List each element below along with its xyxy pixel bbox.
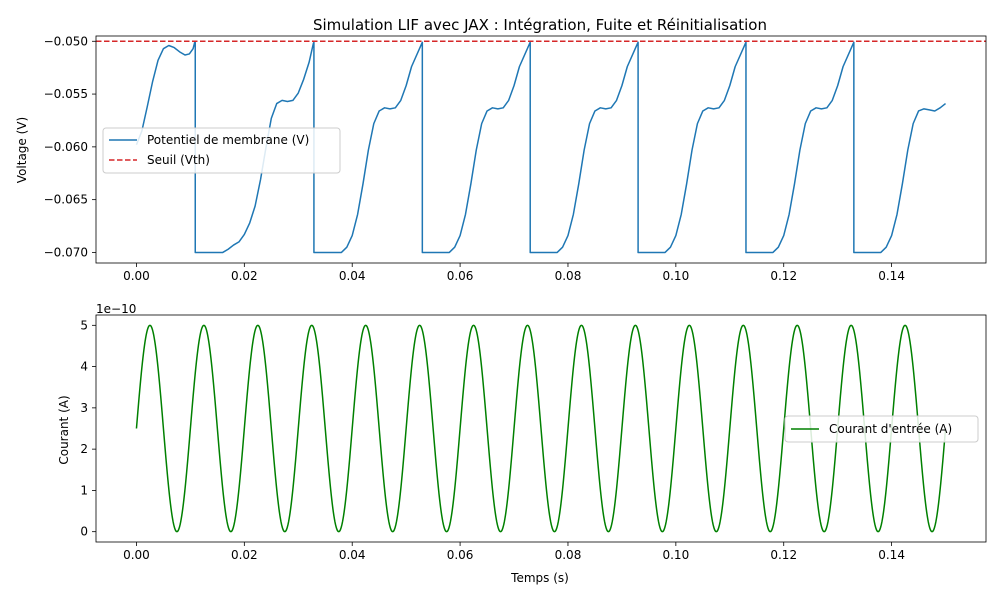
voltage-x-tick-label: 0.02 [231,269,258,283]
current-x-tick-label: 0.10 [662,548,689,562]
voltage-legend-box [102,127,341,174]
current-y-tick-label: 4 [80,360,88,374]
current-x-tick-label: 0.00 [123,548,150,562]
voltage-x-tick-label: 0.12 [770,269,797,283]
current-x-tick-label: 0.06 [447,548,474,562]
legend-label-input-current: Courant d'entrée (A) [829,422,952,436]
current-y-tick-label: 5 [80,318,88,332]
voltage-x-tick-label: 0.08 [555,269,582,283]
voltage-x-tick-label: 0.06 [447,269,474,283]
voltage-y-tick-label: −0.060 [44,140,88,154]
chart-title: Simulation LIF avec JAX : Intégration, F… [313,16,767,34]
voltage-legend: Potentiel de membrane (V) Seuil (Vth) [102,127,341,174]
current-x-tick-label: 0.12 [770,548,797,562]
current-y-tick-label: 2 [80,442,88,456]
voltage-y-tick-label: −0.050 [44,34,88,48]
current-x-tick-label: 0.04 [339,548,366,562]
current-y-tick-label: 0 [80,525,88,539]
voltage-x-tick-label: 0.00 [123,269,150,283]
current-x-tick-label: 0.14 [878,548,905,562]
current-legend-box [784,415,979,443]
current-legend: Courant d'entrée (A) [784,415,979,443]
legend-label-membrane-potential: Potentiel de membrane (V) [147,133,309,147]
current-y-tick-label: 1 [80,483,88,497]
current-y-offset-label: 1e−10 [96,302,136,316]
current-y-tick-label: 3 [80,401,88,415]
current-x-tick-label: 0.08 [555,548,582,562]
legend-label-threshold: Seuil (Vth) [147,153,210,167]
voltage-y-tick-label: −0.070 [44,245,88,259]
voltage-x-tick-label: 0.04 [339,269,366,283]
voltage-y-tick-label: −0.065 [44,193,88,207]
voltage-plot: 0.00 0.02 0.04 0.06 0.08 0.10 0.12 0.14 −0.050 −0… [44,34,987,283]
voltage-y-axis-label: Voltage (V) [15,117,29,183]
time-x-axis-label: Temps (s) [510,571,569,585]
current-x-tick-label: 0.02 [231,548,258,562]
current-y-axis-label: Courant (A) [57,395,71,464]
voltage-x-tick-label: 0.14 [878,269,905,283]
voltage-axes-frame [95,35,987,264]
voltage-series-0-line [135,41,947,254]
voltage-y-tick-label: −0.055 [44,87,88,101]
current-axes-frame [95,314,987,543]
voltage-x-tick-label: 0.10 [662,269,689,283]
